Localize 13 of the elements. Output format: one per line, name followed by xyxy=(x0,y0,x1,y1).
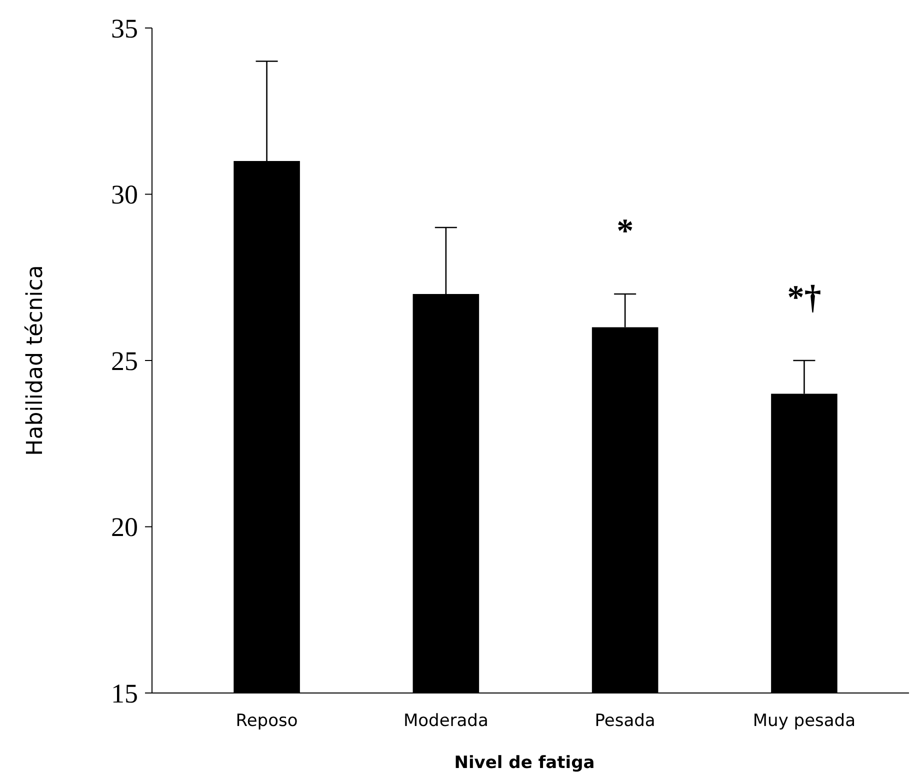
y-tick-label: 25 xyxy=(111,346,138,376)
x-axis-title: Nivel de fatiga xyxy=(454,753,595,773)
annotation: *† xyxy=(787,280,822,316)
x-tick-label: Pesada xyxy=(594,711,656,731)
y-tick-label: 35 xyxy=(111,13,138,44)
y-tick-label: 30 xyxy=(111,180,138,210)
y-axis-title: Habilidad técnica xyxy=(23,265,48,456)
x-tick-label: Muy pesada xyxy=(752,711,856,731)
y-tick-label: 20 xyxy=(111,512,138,542)
y-tick-label: 15 xyxy=(111,678,138,708)
x-tick-label: Reposo xyxy=(236,711,298,731)
annotation: * xyxy=(616,213,634,250)
x-tick-label: Moderada xyxy=(403,711,488,731)
